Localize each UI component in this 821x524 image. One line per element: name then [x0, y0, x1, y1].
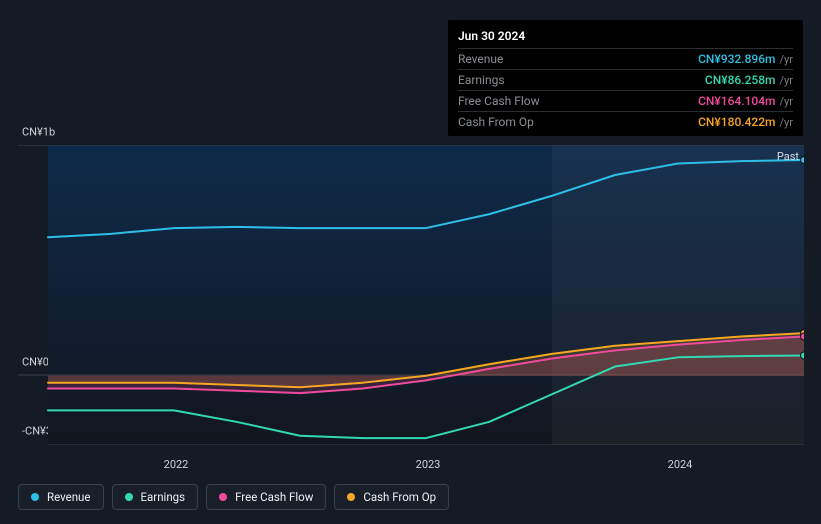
tooltip-row-unit: /yr — [780, 116, 793, 129]
legend-dot-icon — [347, 493, 355, 501]
tooltip-row: Free Cash Flow CN¥164.104m/yr — [458, 90, 793, 111]
tooltip-row-value: CN¥86.258m — [705, 73, 776, 87]
legend-label: Revenue — [47, 490, 91, 504]
tooltip-date: Jun 30 2024 — [458, 26, 793, 48]
y-axis-label: CN¥1b — [22, 126, 55, 139]
tooltip-row-value: CN¥932.896m — [698, 52, 775, 66]
tooltip-row: Cash From Op CN¥180.422m/yr — [458, 111, 793, 132]
tooltip-row-label: Revenue — [458, 52, 503, 66]
tooltip-row: Earnings CN¥86.258m/yr — [458, 69, 793, 90]
tooltip-row-label: Earnings — [458, 73, 505, 87]
past-label: Past — [777, 150, 799, 163]
legend-item[interactable]: Revenue — [18, 484, 104, 510]
legend-dot-icon — [31, 493, 39, 501]
x-axis-label: 2022 — [164, 458, 189, 471]
tooltip-row: Revenue CN¥932.896m/yr — [458, 48, 793, 69]
tooltip-row-unit: /yr — [780, 95, 793, 108]
legend-item[interactable]: Earnings — [112, 484, 199, 510]
legend-label: Free Cash Flow — [235, 490, 313, 504]
x-axis-label: 2023 — [416, 458, 441, 471]
legend-dot-icon — [219, 493, 227, 501]
tooltip-row-label: Cash From Op — [458, 115, 534, 129]
legend-item[interactable]: Free Cash Flow — [206, 484, 326, 510]
chart-plot — [18, 145, 804, 445]
tooltip-row-unit: /yr — [780, 74, 793, 87]
legend-item[interactable]: Cash From Op — [334, 484, 449, 510]
tooltip-row-value: CN¥164.104m — [698, 94, 775, 108]
tooltip-card: Jun 30 2024 RevenueCN¥932.896m/yrEarning… — [448, 20, 803, 136]
tooltip-row-label: Free Cash Flow — [458, 94, 540, 108]
tooltip-row-unit: /yr — [780, 53, 793, 66]
chart-container: Jun 30 2024 RevenueCN¥932.896m/yrEarning… — [0, 0, 821, 524]
legend: Revenue Earnings Free Cash Flow Cash From O… — [18, 484, 449, 510]
legend-label: Earnings — [141, 490, 186, 504]
x-axis-label: 2024 — [668, 458, 693, 471]
legend-label: Cash From Op — [363, 490, 436, 504]
tooltip-row-value: CN¥180.422m — [698, 115, 775, 129]
legend-dot-icon — [125, 493, 133, 501]
